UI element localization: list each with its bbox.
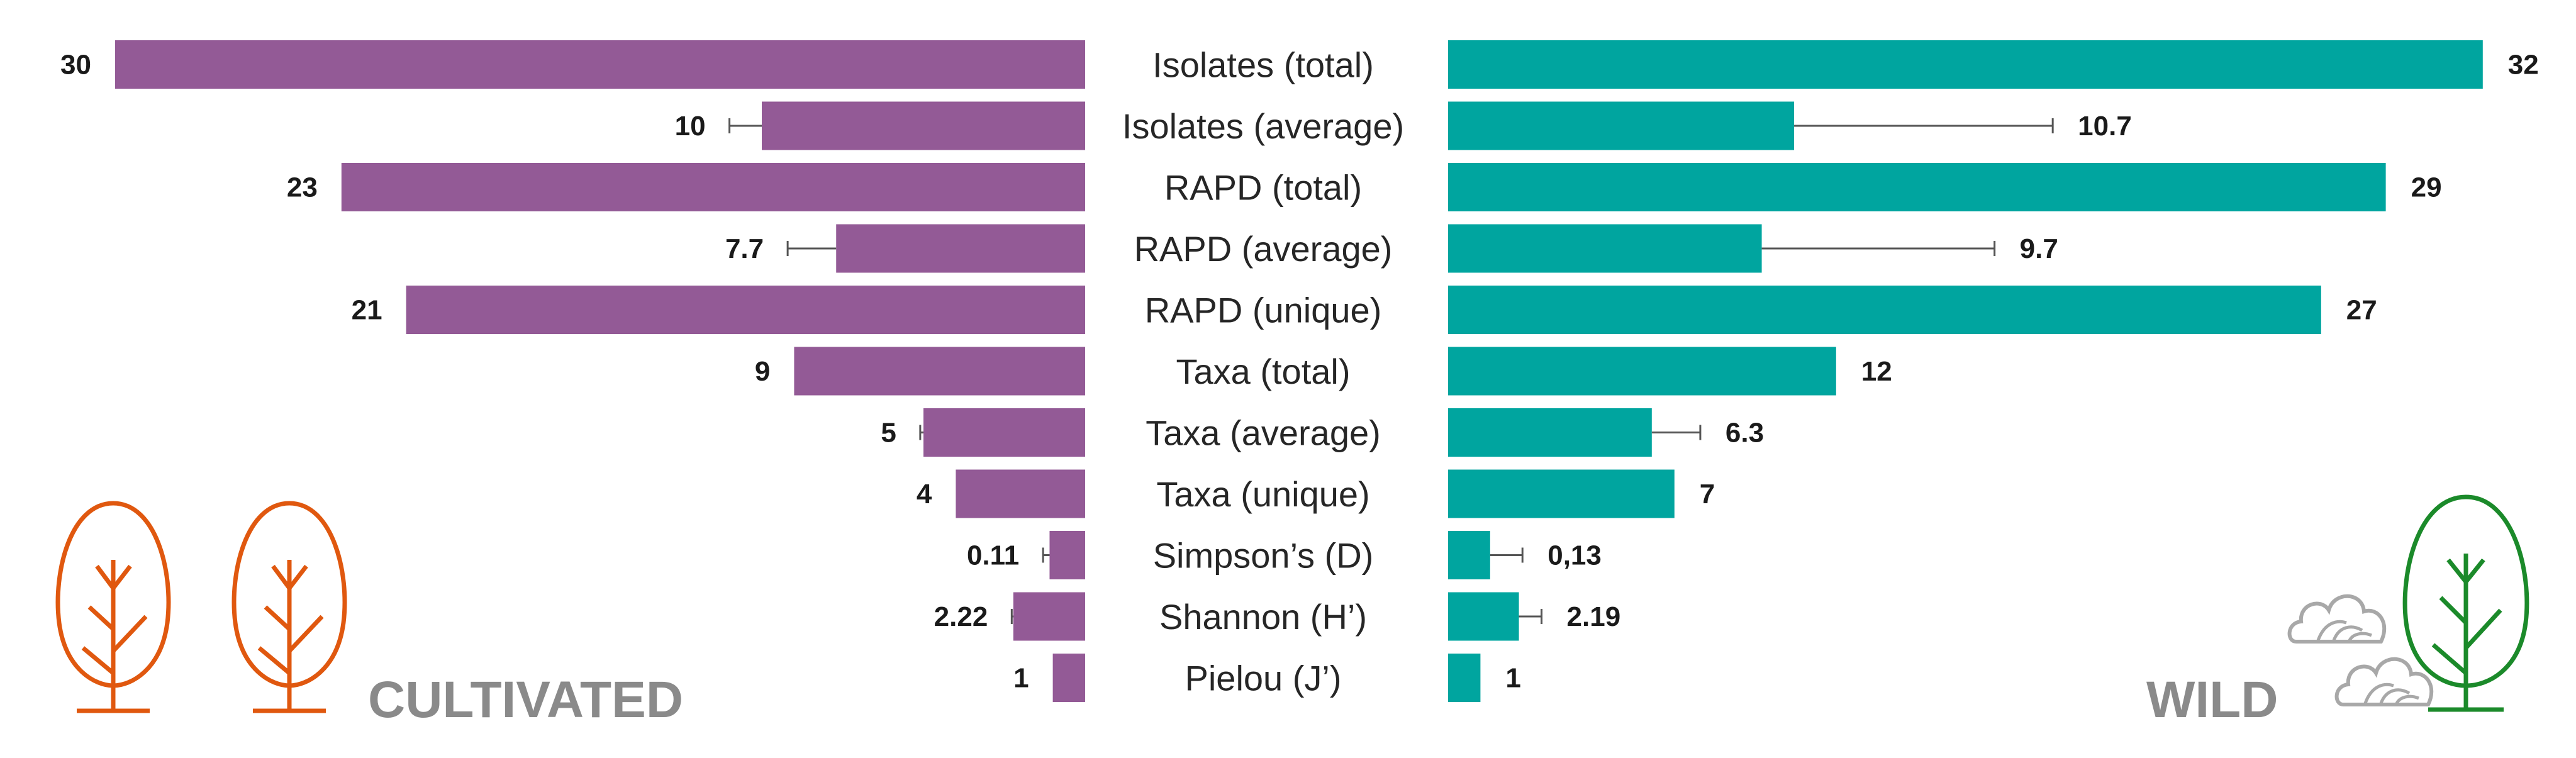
shrub-icon [2287,594,2387,644]
bar-cultivated [1049,531,1085,579]
cultivated-group-label: CULTIVATED [368,671,683,728]
bar-wild [1448,408,1652,457]
bar-cultivated [115,40,1085,89]
wild-tree-icon [2402,494,2529,712]
category-label: Pielou (J’) [1185,659,1342,698]
value-label-wild: 10.7 [2078,111,2132,142]
bar-cultivated [1052,654,1085,702]
value-label-cultivated: 7.7 [725,233,764,264]
value-label-wild: 29 [2411,172,2442,203]
category-label: Taxa (unique) [1156,474,1369,514]
category-labels: Isolates (total) Isolates (average) RAPD (… [1122,45,1404,698]
bar-wild [1448,101,1794,150]
category-label: RAPD (total) [1164,168,1362,208]
bar-cultivated [836,224,1085,273]
bar-wild [1448,592,1519,641]
value-label-wild: 27 [2346,295,2377,326]
cultivated-tree-icon [55,501,171,713]
bar-wild [1448,40,2483,89]
value-label-cultivated: 23 [287,172,318,203]
value-label-cultivated: 2.22 [934,601,988,632]
wild-bars [1448,40,2483,702]
category-label: RAPD (unique) [1145,291,1382,330]
bar-cultivated [341,163,1085,211]
bar-wild [1448,163,2386,211]
bar-wild [1448,286,2321,334]
category-label: Taxa (total) [1176,352,1351,391]
value-label-wild: 7 [1700,479,1715,510]
cultivated-bars [115,40,1085,702]
value-label-wild: 12 [1861,356,1892,387]
bar-cultivated [956,469,1085,518]
bar-wild [1448,347,1836,396]
value-label-cultivated: 30 [60,50,91,81]
category-label: Simpson’s (D) [1153,536,1374,576]
value-label-cultivated: 4 [917,479,932,510]
value-label-cultivated: 1 [1013,663,1029,694]
category-label: Taxa (average) [1146,413,1381,453]
value-label-wild: 6.3 [1726,418,1764,449]
shrub-icon [2334,657,2434,706]
category-label: Isolates (total) [1152,45,1374,85]
value-labels: 30 32 10 10.7 23 29 7.7 9.7 21 27 9 12 5 6.3 4 7 0.11 0,1… [60,50,2539,694]
category-label: Shannon (H’) [1159,597,1367,637]
category-label: Isolates (average) [1122,106,1404,146]
category-label: RAPD (average) [1134,229,1393,269]
value-label-wild: 9.7 [2020,233,2058,264]
value-label-wild: 1 [1505,663,1520,694]
wild-group-label: WILD [2146,671,2278,728]
value-label-cultivated: 9 [755,356,770,387]
value-label-wild: 32 [2508,50,2539,81]
bar-cultivated [923,408,1085,457]
bar-cultivated [762,101,1085,150]
value-label-cultivated: 21 [352,295,382,326]
bar-wild [1448,531,1490,579]
value-label-wild: 2.19 [1567,601,1621,632]
value-label-cultivated: 0.11 [967,540,1019,571]
bar-cultivated [1013,592,1085,641]
bar-wild [1448,654,1481,702]
value-label-wild: 0,13 [1547,540,1602,571]
bar-wild [1448,469,1675,518]
bar-cultivated [406,286,1085,334]
cultivated-tree-icon [231,501,347,713]
value-label-cultivated: 5 [881,418,896,449]
bar-cultivated [794,347,1085,396]
value-label-cultivated: 10 [675,111,706,142]
bar-wild [1448,224,1762,273]
